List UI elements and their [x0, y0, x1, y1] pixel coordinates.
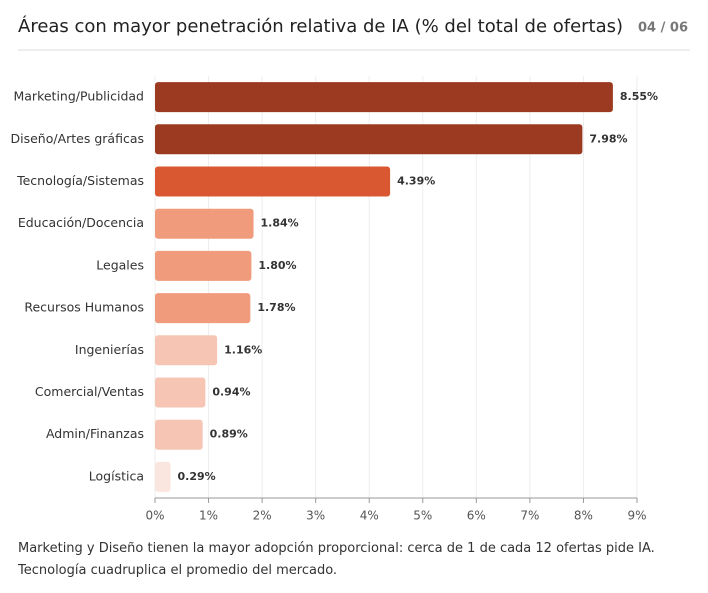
x-tick-label: 4%: [360, 509, 379, 523]
x-tick-label: 0%: [145, 509, 164, 523]
bar: [155, 82, 613, 113]
bar: [155, 166, 391, 197]
y-tick-label: Recursos Humanos: [24, 300, 144, 315]
bar: [155, 335, 218, 366]
bar: [155, 419, 203, 450]
bar: [155, 208, 254, 239]
x-tick-label: 2%: [253, 509, 272, 523]
value-label: 0.29%: [178, 470, 216, 483]
bar: [155, 461, 171, 492]
bar: [155, 377, 206, 408]
value-label: 1.78%: [257, 301, 295, 314]
chart: Áreas con mayor penetración relativa de …: [10, 15, 690, 523]
y-tick-label: Diseño/Artes gráficas: [10, 131, 144, 146]
y-tick-label: Marketing/Publicidad: [13, 89, 144, 104]
y-tick-label: Legales: [96, 257, 144, 272]
value-label: 4.39%: [397, 175, 435, 188]
x-tick-label: 7%: [520, 509, 539, 523]
value-label: 0.94%: [212, 386, 250, 399]
x-tick-label: 9%: [627, 509, 646, 523]
page-indicator: 04 / 06: [638, 21, 688, 36]
value-label: 0.89%: [210, 428, 248, 441]
y-tick-label: Logística: [89, 468, 144, 483]
bar: [155, 250, 252, 281]
x-tick-label: 1%: [199, 509, 218, 523]
x-tick-label: 5%: [413, 509, 432, 523]
bar: [155, 293, 251, 324]
y-tick-label: Admin/Finanzas: [46, 426, 144, 441]
value-label: 7.98%: [589, 132, 627, 145]
bar: [155, 124, 583, 155]
y-tick-label: Comercial/Ventas: [35, 384, 144, 399]
x-tick-label: 6%: [467, 509, 486, 523]
x-tick-label: 8%: [574, 509, 593, 523]
y-tick-label: Tecnología/Sistemas: [16, 173, 144, 188]
y-tick-label: Educación/Docencia: [18, 215, 144, 230]
y-tick-label: Ingenierías: [75, 342, 144, 357]
chart-title: Áreas con mayor penetración relativa de …: [18, 15, 623, 37]
value-label: 1.16%: [224, 343, 262, 356]
value-label: 8.55%: [620, 90, 658, 103]
value-label: 1.80%: [258, 259, 296, 272]
x-tick-label: 3%: [306, 509, 325, 523]
value-label: 1.84%: [261, 217, 299, 230]
caption: Marketing y Diseño tienen la mayor adopc…: [18, 541, 655, 578]
